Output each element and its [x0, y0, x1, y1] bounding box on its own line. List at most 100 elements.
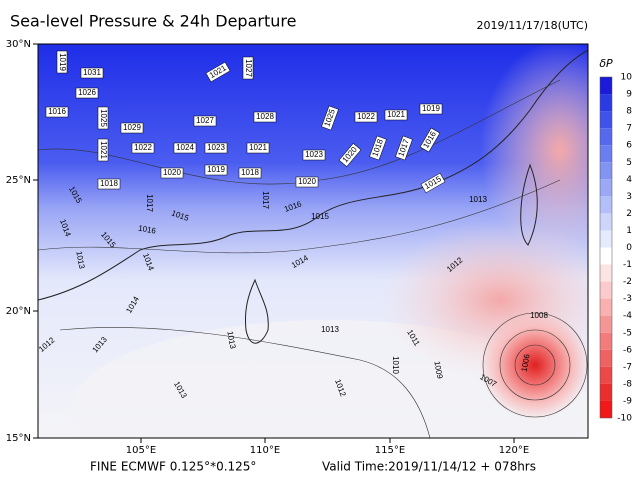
valid-time: Valid Time:2019/11/14/12 + 078hrs [322, 460, 536, 474]
isobar-label: 1016 [138, 224, 158, 236]
model-label: FINE ECMWF 0.125°*0.125° [90, 460, 256, 474]
label-box [395, 135, 413, 161]
isobar-value: 1019 [422, 104, 440, 113]
isobar-label: 1021 [246, 142, 270, 154]
lon-label: 105°E [126, 445, 156, 456]
label-box [204, 142, 228, 154]
isobar-label: 1029 [120, 122, 144, 134]
isobar-value: 1006 [520, 353, 532, 373]
colorbar-label: -8 [623, 379, 632, 389]
isobar-label: 1010 [391, 356, 400, 374]
colorbar-frame [599, 76, 613, 419]
isobar [59, 327, 431, 438]
isobar-label: 1017 [145, 194, 154, 212]
isobar-value: 1016 [138, 224, 158, 236]
colorbar-label: 4 [626, 175, 632, 185]
label-box [354, 111, 378, 123]
colorbar-label: -7 [623, 362, 632, 372]
colorbar-label: -2 [623, 277, 632, 287]
isobar-label: 1019 [56, 50, 68, 74]
colorbar-label: -9 [623, 396, 632, 406]
isobar-label: 1020 [295, 176, 319, 188]
colorbar-label: 8 [626, 107, 632, 117]
isobar-value: 1028 [256, 112, 274, 121]
label-box [97, 178, 121, 190]
label-box [338, 143, 362, 167]
isobar-label: 1013 [225, 330, 237, 350]
isobar-label: 1018 [97, 178, 121, 190]
isobar-value: 1013 [225, 330, 237, 350]
isobar [514, 344, 556, 386]
label-box [193, 115, 217, 127]
isobar-value: 1022 [357, 112, 375, 121]
colorbar-cell [600, 383, 612, 401]
label-box [420, 172, 446, 194]
isobar-value: 1010 [391, 356, 400, 374]
axes: 30°N 25°N 20°N 15°N 105°E 110°E 115°E 120°E [6, 39, 529, 456]
isobar [38, 179, 561, 254]
colorbar-cell [600, 349, 612, 367]
map-frame [37, 43, 589, 439]
isobar-value: 1013 [74, 250, 86, 270]
colorbar-label: 2 [626, 209, 632, 219]
colorbar-label: -6 [623, 345, 632, 355]
colorbar-cell [600, 264, 612, 282]
isobar-label: 1023 [302, 149, 326, 161]
colorbar-label: 5 [626, 158, 632, 168]
coastline [520, 163, 538, 246]
isobar-label: 1015 [311, 212, 329, 221]
isobar-value: 1016 [48, 107, 66, 116]
label-box [204, 164, 228, 176]
isobar-value: 1017 [261, 191, 270, 209]
isobar-value: 1022 [134, 143, 152, 152]
isobar-label: 1013 [74, 250, 86, 270]
isobar-label: 1023 [204, 142, 228, 154]
lat-label: 25°N [6, 175, 31, 186]
label-box [419, 103, 443, 115]
colorbar-cell [600, 400, 612, 418]
isobar-label: 1022 [354, 111, 378, 123]
isobar-value: 1019 [207, 165, 225, 174]
label-box [173, 142, 197, 154]
lon-label: 120°E [499, 445, 529, 456]
colorbar-label: 3 [626, 192, 632, 202]
colorbar-cell [600, 281, 612, 299]
label-box [369, 135, 387, 161]
isobar-label: 1022 [131, 142, 155, 154]
lat-label: 30°N [6, 39, 31, 50]
isobar-label: 1024 [173, 142, 197, 154]
colorbar-label: 9 [626, 90, 632, 100]
colorbar-label: -10 [617, 414, 632, 424]
isobar-label: 1021 [384, 109, 408, 121]
isobar [38, 79, 561, 185]
isobar-label: 1017 [261, 191, 270, 209]
colorbar-cell [600, 162, 612, 180]
isobar-value: 1021 [99, 141, 108, 159]
timestamp: 2019/11/17/18(UTC) [477, 19, 589, 32]
isobar-label: 1025 [321, 105, 339, 131]
isobar-label: 1026 [75, 87, 99, 99]
colorbar-cell [600, 196, 612, 214]
colorbar-cell [600, 94, 612, 112]
isobar-label: 1027 [193, 115, 217, 127]
label-box [246, 142, 270, 154]
isobar-value: 1023 [207, 143, 225, 152]
isobar-value: 1023 [305, 150, 323, 159]
isobar-label: 1021 [97, 138, 109, 162]
label-box [384, 109, 408, 121]
isobar-label: 1027 [242, 56, 254, 80]
colorbar-cell [600, 366, 612, 384]
colorbar-label: -3 [623, 294, 632, 304]
colorbar-cell [600, 213, 612, 231]
isobar-label: 1020 [160, 167, 184, 179]
isobar-label: 1016 [45, 106, 69, 118]
isobar-label: 1031 [80, 67, 104, 79]
typhoon-area [480, 310, 588, 420]
isobar-value: 1021 [249, 143, 267, 152]
label-box [45, 106, 69, 118]
colorbar-cell [600, 247, 612, 265]
isobar-value: 1013 [469, 195, 487, 204]
